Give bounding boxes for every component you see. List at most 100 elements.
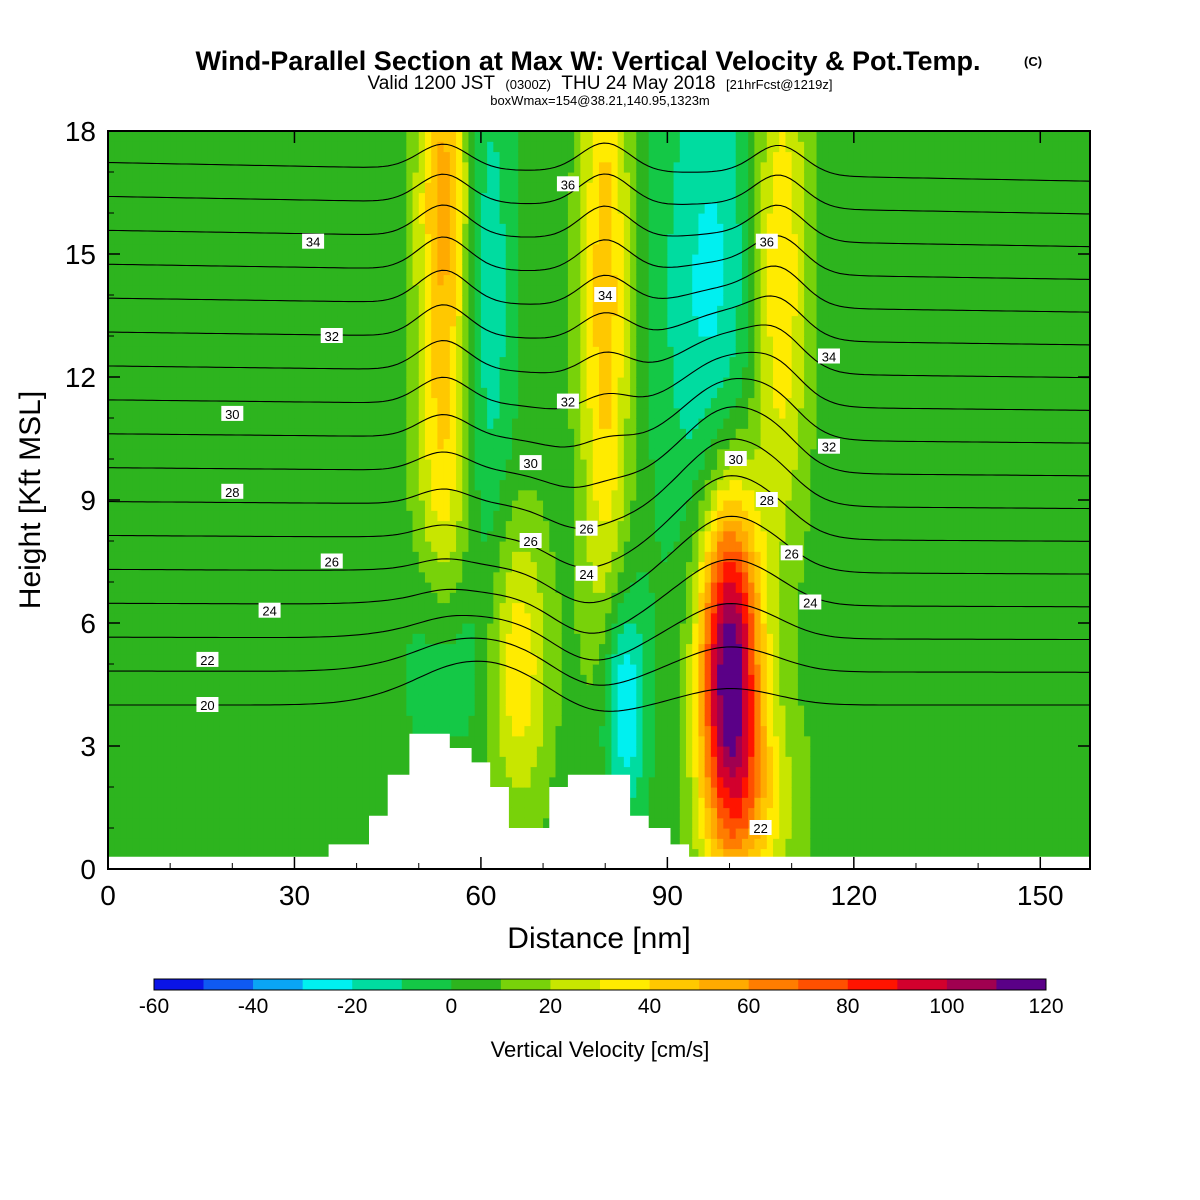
- field-cell: [263, 448, 271, 460]
- field-cell: [362, 131, 370, 142]
- field-cell: [499, 254, 507, 265]
- field-cell: [487, 459, 494, 470]
- field-cell: [188, 674, 196, 686]
- field-cell: [468, 243, 476, 255]
- field-cell: [431, 643, 439, 655]
- field-cell: [257, 274, 264, 286]
- field-cell: [437, 459, 445, 470]
- field-cell: [449, 674, 457, 686]
- field-cell: [195, 182, 202, 194]
- field-cell: [387, 612, 395, 624]
- field-cell: [182, 243, 190, 255]
- field-cell: [238, 377, 246, 388]
- field-cell: [163, 725, 171, 737]
- field-cell: [511, 674, 519, 686]
- field-cell: [232, 428, 240, 440]
- field-cell: [456, 172, 463, 183]
- field-cell: [480, 612, 488, 624]
- field-cell: [536, 684, 544, 696]
- field-cell: [325, 735, 333, 747]
- field-cell: [375, 428, 383, 440]
- field-cell: [306, 612, 314, 624]
- field-cell: [139, 674, 146, 686]
- field-cell: [412, 387, 420, 399]
- field-cell: [530, 356, 538, 368]
- field-cell: [369, 387, 376, 399]
- field-cell: [468, 397, 476, 409]
- field-cell: [114, 828, 122, 839]
- field-cell: [145, 182, 153, 194]
- field-cell: [418, 582, 426, 593]
- field-cell: [462, 684, 470, 696]
- field-cell: [257, 479, 264, 491]
- field-cell: [263, 848, 271, 860]
- field-cell: [244, 274, 252, 286]
- field-cell: [313, 161, 320, 173]
- field-cell: [114, 202, 122, 214]
- field-cell: [269, 848, 277, 860]
- field-cell: [300, 838, 308, 850]
- field-cell: [300, 336, 308, 347]
- field-cell: [518, 510, 526, 522]
- field-cell: [511, 633, 519, 645]
- field-cell: [188, 787, 196, 798]
- field-cell: [132, 776, 140, 788]
- field-cell: [213, 274, 221, 286]
- field-cell: [157, 213, 165, 224]
- field-cell: [226, 202, 233, 214]
- field-cell: [306, 284, 314, 296]
- field-cell: [493, 776, 501, 788]
- field-cell: [487, 653, 494, 665]
- field-cell: [511, 571, 519, 583]
- field-cell: [157, 346, 165, 358]
- field-cell: [226, 817, 233, 829]
- field-cell: [108, 315, 115, 327]
- field-cell: [493, 243, 501, 255]
- field-cell: [418, 243, 426, 255]
- field-cell: [337, 397, 345, 409]
- field-cell: [188, 664, 196, 675]
- field-cell: [313, 838, 320, 850]
- field-cell: [369, 459, 376, 470]
- field-cell: [325, 725, 333, 737]
- field-cell: [381, 510, 389, 522]
- field-cell: [269, 746, 277, 757]
- field-cell: [306, 500, 314, 511]
- field-cell: [120, 633, 128, 645]
- field-cell: [462, 582, 470, 593]
- field-cell: [108, 612, 115, 624]
- field-cell: [406, 725, 414, 737]
- field-cell: [207, 172, 215, 183]
- field-cell: [151, 797, 159, 809]
- field-cell: [493, 633, 501, 645]
- field-cell: [157, 489, 165, 501]
- field-cell: [145, 664, 153, 675]
- field-cell: [505, 705, 513, 716]
- field-cell: [406, 684, 414, 696]
- field-cell: [244, 489, 252, 501]
- field-cell: [207, 264, 215, 276]
- field-cell: [393, 366, 401, 378]
- field-cell: [387, 705, 395, 716]
- field-cell: [369, 725, 376, 737]
- field-cell: [406, 397, 414, 409]
- field-cell: [437, 623, 445, 634]
- field-cell: [170, 612, 177, 624]
- field-cell: [294, 746, 302, 757]
- field-cell: [145, 787, 153, 798]
- field-cell: [350, 705, 358, 716]
- field-cell: [306, 366, 314, 378]
- field-cell: [269, 735, 277, 747]
- field-cell: [381, 582, 389, 593]
- field-cell: [170, 274, 177, 286]
- field-cell: [456, 571, 463, 583]
- field-cell: [176, 735, 184, 747]
- field-cell: [437, 592, 445, 604]
- field-cell: [331, 674, 339, 686]
- field-cell: [195, 500, 202, 511]
- field-cell: [213, 315, 221, 327]
- field-cell: [151, 356, 159, 368]
- field-cell: [250, 192, 258, 204]
- field-cell: [300, 643, 308, 655]
- field-cell: [337, 623, 345, 634]
